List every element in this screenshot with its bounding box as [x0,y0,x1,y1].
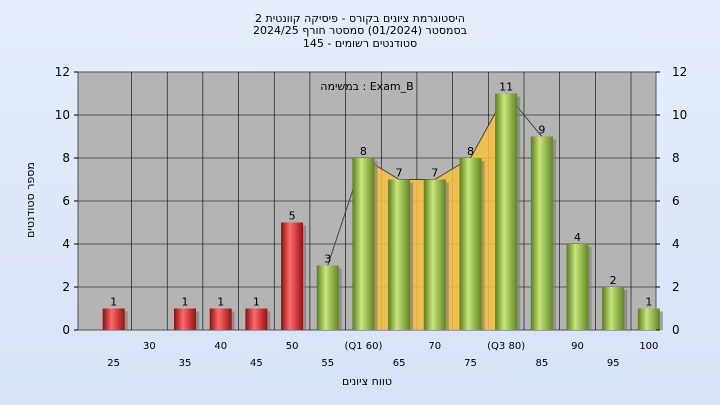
x-tick-35: 35 [179,358,192,369]
bar-40 [209,308,232,330]
chart-title-line-1: היסטוגרמת ציונים בקורס - פיסיקה קוונטית … [255,12,465,25]
y-tick-left-4: 4 [62,237,70,251]
x-tick-30: 30 [143,341,156,352]
data-label-60: 8 [360,145,367,158]
x-tick-100: 100 [639,341,658,352]
bar-95 [602,287,625,330]
data-label-65: 7 [396,167,403,180]
data-label-50: 5 [289,210,296,223]
y-tick-right-8: 8 [672,151,680,165]
bar-50 [281,222,304,330]
data-label-100: 1 [645,296,652,309]
bar-35 [174,308,197,330]
y-tick-left-2: 2 [62,280,70,294]
chart-title-line-3: סטודנטים רשומים - 145 [302,37,418,50]
x-ticks: 25 30 35 40 45 50 55 (Q1 60) 65 70 75 (Q3 80) 85 90 95… [107,341,658,369]
data-label-80: 11 [499,81,513,94]
data-label-55: 3 [324,253,331,266]
x-tick-65: 65 [393,358,406,369]
data-label-90: 4 [574,231,581,244]
bar-80 [495,93,518,330]
x-tick-90: 90 [571,341,584,352]
data-label-35: 1 [182,296,189,309]
y-ticks-left: 0 2 4 6 8 10 12 [55,65,78,337]
y-tick-left-8: 8 [62,151,70,165]
data-label-45: 1 [253,296,260,309]
y-tick-right-12: 12 [672,65,687,79]
x-tick-75: 75 [464,358,477,369]
data-label-95: 2 [610,274,617,287]
y-tick-left-6: 6 [62,194,70,208]
y-ticks-right: 0 2 4 6 8 10 12 [656,65,687,337]
x-tick-95: 95 [607,358,620,369]
chart-title-line-2: בסמסטר (01/2024) סמסטר חורף 2024/25 [253,24,467,37]
x-tick-25: 25 [107,358,120,369]
x-tick-85: 85 [535,358,548,369]
x-tick-40: 40 [214,341,227,352]
data-label-40: 1 [217,296,224,309]
x-tick-55: 55 [321,358,334,369]
bar-60 [352,158,375,330]
y-tick-right-4: 4 [672,237,680,251]
bar-65 [388,179,411,330]
y-tick-right-0: 0 [672,323,680,337]
bar-85 [530,136,553,330]
y-tick-right-2: 2 [672,280,680,294]
y-tick-right-10: 10 [672,108,687,122]
bar-55 [316,265,339,330]
bar-90 [566,244,589,330]
bar-70 [423,179,446,330]
y-tick-left-12: 12 [55,65,70,79]
data-label-75: 8 [467,145,474,158]
x-tick-60: (Q1 60) [344,341,382,352]
bar-45 [245,308,268,330]
x-tick-80: (Q3 80) [487,341,525,352]
bars-group [102,93,663,330]
data-label-70: 7 [431,167,438,180]
y-tick-right-6: 6 [672,194,680,208]
y-tick-left-10: 10 [55,108,70,122]
data-label-25: 1 [110,296,117,309]
annotation: במשימה : Exam_B [320,80,413,93]
x-tick-50: 50 [286,341,299,352]
y-axis-label: מספר סטודנטים [24,162,37,238]
y-tick-left-0: 0 [62,323,70,337]
bar-75 [459,158,482,330]
x-tick-70: 70 [428,341,441,352]
x-axis-label: טווח ציונים [342,375,392,388]
data-label-85: 9 [538,124,545,137]
x-tick-45: 45 [250,358,263,369]
bar-25 [102,308,125,330]
bar-100 [637,308,660,330]
